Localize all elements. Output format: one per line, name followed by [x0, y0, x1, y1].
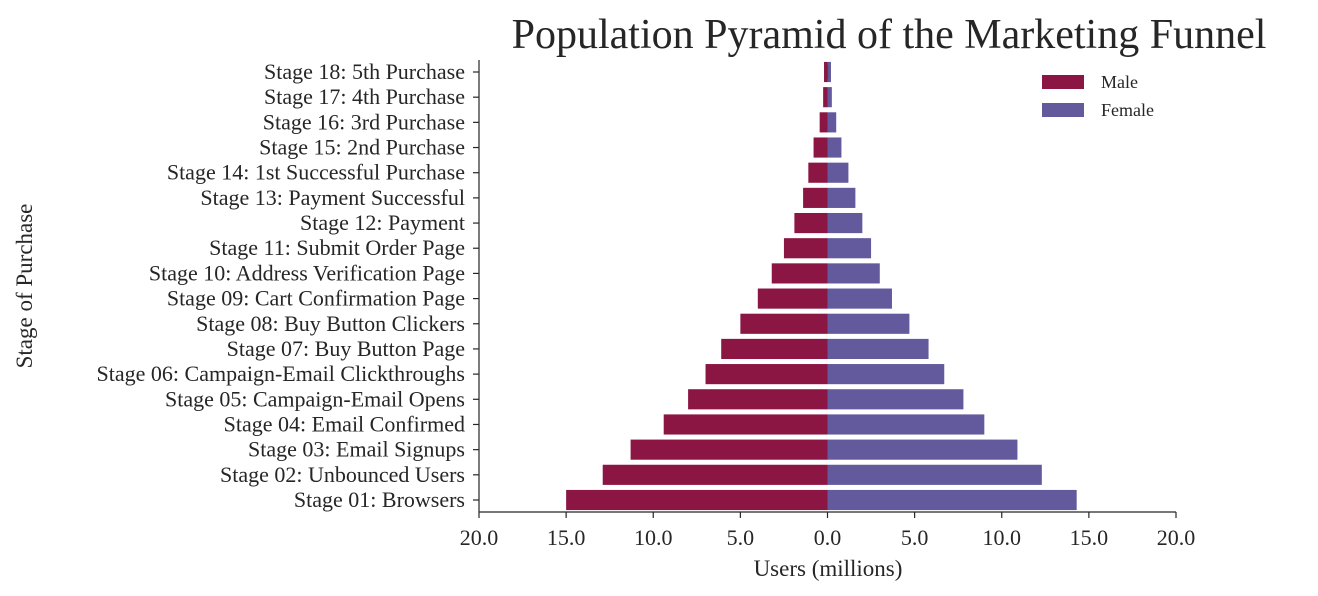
- bar-male-16: [819, 112, 828, 133]
- chart-title: Population Pyramid of the Marketing Funn…: [512, 12, 1267, 58]
- y-axis-label: Stage of Purchase: [12, 204, 37, 369]
- y-tick-label: Stage 08: Buy Button Clickers: [196, 311, 465, 336]
- x-tick-label: 0.0: [814, 525, 842, 550]
- bar-male-13: [803, 187, 828, 208]
- bar-male-17: [823, 87, 828, 108]
- y-tick-label: Stage 09: Cart Confirmation Page: [167, 286, 465, 311]
- y-tick-label: Stage 03: Email Signups: [248, 437, 465, 462]
- bar-female-7: [827, 338, 929, 360]
- y-tick-label: Stage 06: Campaign-Email Clickthroughs: [97, 361, 465, 386]
- bar-male-15: [813, 137, 828, 158]
- y-tick-label: Stage 10: Address Verification Page: [149, 260, 465, 285]
- y-tick-label: Stage 14: 1st Successful Purchase: [167, 160, 465, 185]
- bar-female-3: [827, 439, 1018, 460]
- x-tick-label: 20.0: [460, 525, 499, 550]
- bars-group: [566, 61, 1077, 511]
- bar-female-17: [827, 87, 832, 108]
- y-tick-label: Stage 18: 5th Purchase: [264, 59, 465, 84]
- legend-label-female: Female: [1101, 100, 1154, 120]
- bar-male-11: [783, 238, 828, 259]
- x-tick-label: 10.0: [983, 525, 1022, 550]
- bar-female-6: [827, 364, 945, 385]
- bar-female-9: [827, 288, 892, 309]
- bar-male-5: [688, 389, 828, 410]
- bar-male-4: [663, 414, 828, 435]
- y-tick-label: Stage 16: 3rd Purchase: [263, 109, 465, 134]
- bar-male-7: [721, 338, 828, 360]
- bar-female-11: [827, 238, 872, 259]
- x-axis-label: Users (millions): [754, 556, 903, 581]
- bar-female-1: [827, 489, 1077, 511]
- bar-female-14: [827, 162, 849, 183]
- bar-female-15: [827, 137, 842, 158]
- x-tick-label: 5.0: [901, 525, 929, 550]
- bar-female-2: [827, 464, 1042, 485]
- bar-female-16: [827, 112, 837, 133]
- legend-label-male: Male: [1101, 72, 1138, 92]
- y-tick-label: Stage 12: Payment: [300, 210, 465, 235]
- bar-male-1: [566, 489, 828, 511]
- y-tick-label: Stage 01: Browsers: [294, 487, 465, 512]
- bar-male-12: [794, 212, 828, 234]
- y-tick-label: Stage 05: Campaign-Email Opens: [165, 386, 465, 411]
- legend-swatch-male: [1042, 75, 1084, 89]
- bar-female-10: [827, 263, 880, 284]
- bar-male-10: [771, 263, 828, 284]
- y-tick-label: Stage 02: Unbounced Users: [220, 462, 465, 487]
- bar-female-13: [827, 187, 856, 208]
- bar-female-5: [827, 389, 964, 410]
- bar-male-2: [602, 464, 828, 485]
- bar-female-4: [827, 414, 985, 435]
- x-tick-label: 15.0: [547, 525, 586, 550]
- x-tick-labels: 20.0 15.0 10.0 5.0 0.0 5.0 10.0 15.0 20.0: [460, 512, 1196, 550]
- y-tick-label: Stage 17: 4th Purchase: [264, 84, 465, 109]
- bar-male-14: [808, 162, 828, 183]
- x-tick-label: 10.0: [634, 525, 673, 550]
- bar-male-8: [740, 313, 828, 334]
- bar-female-12: [827, 212, 863, 234]
- x-tick-label: 15.0: [1070, 525, 1109, 550]
- bar-female-8: [827, 313, 910, 334]
- y-tick-label: Stage 04: Email Confirmed: [224, 411, 465, 436]
- y-tick-label: Stage 13: Payment Successful: [200, 185, 465, 210]
- y-tick-label: Stage 11: Submit Order Page: [209, 235, 465, 260]
- x-tick-label: 20.0: [1157, 525, 1196, 550]
- bar-male-3: [630, 439, 828, 460]
- bar-female-18: [827, 61, 831, 83]
- bar-male-18: [824, 61, 828, 83]
- bar-male-9: [757, 288, 828, 309]
- y-tick-label: Stage 15: 2nd Purchase: [259, 135, 465, 160]
- bar-male-6: [705, 364, 828, 385]
- x-tick-label: 5.0: [727, 525, 755, 550]
- legend-swatch-female: [1042, 103, 1084, 117]
- y-tick-label: Stage 07: Buy Button Page: [227, 336, 465, 361]
- chart-legend: Male Female: [1042, 72, 1154, 120]
